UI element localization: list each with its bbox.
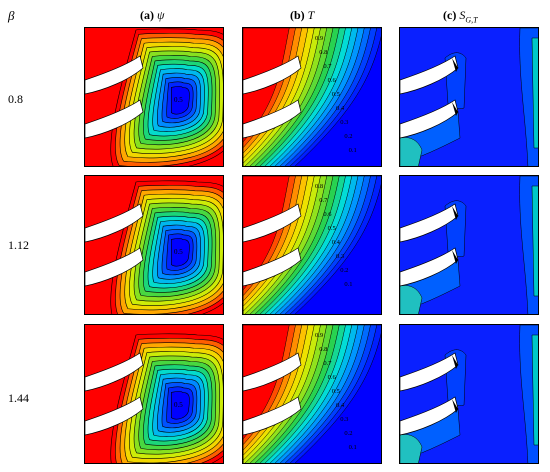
t-isotherm-label: 0.6	[323, 211, 332, 218]
s-fin-tip-upper	[452, 206, 458, 220]
temperature-panel-row-1: 0.8 0.7 0.6 0.5 0.4 0.3 0.2 0.1	[242, 175, 382, 315]
s-wall-hotspot	[531, 37, 538, 149]
fin-lower	[243, 99, 302, 139]
t-isotherm-label: 0.2	[340, 267, 348, 274]
column-header-entropy: (c) SG,T	[443, 8, 478, 24]
psi-contour-label: 0.5	[174, 401, 183, 409]
t-isotherm-label: 0.8	[315, 183, 323, 190]
t-isotherm-label: 0.9	[315, 35, 323, 42]
t-isotherm-band	[243, 176, 290, 314]
row-label-beta-0: 0.8	[8, 92, 23, 106]
t-isotherm-label: 0.8	[319, 49, 327, 56]
fin-upper	[85, 55, 144, 95]
fin-upper	[243, 352, 302, 392]
column-symbol-t: T	[307, 8, 315, 22]
t-isotherm-label: 0.5	[332, 388, 340, 395]
s-wall-hotspot	[531, 185, 538, 297]
t-isotherm-label: 0.7	[323, 360, 332, 367]
t-isotherm-label: 0.5	[332, 91, 340, 98]
contour-plot: 0.8 0.7 0.6 0.5 0.4 0.3 0.2 0.1	[243, 176, 381, 314]
t-isotherm-label: 0.1	[344, 281, 352, 288]
s-corner-hotspot	[400, 285, 423, 314]
t-isotherm-band	[243, 325, 290, 463]
t-isotherm-label: 0.2	[344, 430, 352, 437]
s-wall-hotspot	[531, 334, 538, 446]
t-isotherm-label: 0.5	[328, 225, 336, 232]
entropy-panel-row-2	[399, 324, 539, 464]
t-isotherm-band	[243, 28, 290, 166]
contour-plot: 0.5	[85, 325, 223, 463]
s-fin-tip-upper	[452, 355, 458, 369]
column-tag-a: (a)	[140, 8, 154, 22]
psi-contour-band	[170, 85, 190, 115]
psi-panel-row-1: 0.5	[84, 175, 224, 315]
column-header-temperature: (b) T	[290, 8, 314, 23]
column-symbol-s: S	[459, 8, 466, 22]
psi-panel-row-2: 0.5	[84, 324, 224, 464]
t-isotherm-label: 0.7	[319, 197, 328, 204]
fin-upper	[85, 352, 144, 392]
contour-plot: 0.9 0.8 0.7 0.6 0.5 0.4 0.3 0.2 0.1	[243, 325, 381, 463]
row-label-beta-2: 1.44	[8, 391, 29, 405]
fin-lower	[85, 99, 144, 139]
t-isotherm-label: 0.1	[349, 147, 357, 154]
s-fin-tip-lower	[452, 399, 458, 413]
t-isotherm-label: 0.4	[332, 239, 341, 246]
entropy-panel-row-0	[399, 27, 539, 167]
column-tag-c: (c)	[443, 8, 457, 22]
t-isotherm-label: 0.4	[336, 402, 345, 409]
column-symbol-subscript: G,T	[465, 15, 478, 25]
beta-axis-label: β	[8, 8, 15, 23]
t-isotherm-label: 0.6	[328, 77, 337, 84]
t-isotherm-label: 0.3	[336, 253, 344, 260]
t-isotherm-label: 0.3	[340, 416, 348, 423]
fin-lower	[243, 247, 302, 287]
t-isotherm-label: 0.2	[344, 133, 352, 140]
t-isotherm-label: 0.7	[323, 63, 332, 70]
contour-plot	[400, 28, 538, 166]
column-header-psi: (a) ψ	[140, 8, 164, 23]
fin-lower	[85, 396, 144, 436]
s-corner-hotspot	[400, 137, 423, 166]
temperature-panel-row-2: 0.9 0.8 0.7 0.6 0.5 0.4 0.3 0.2 0.1	[242, 324, 382, 464]
fin-upper	[85, 203, 144, 243]
column-symbol-psi: ψ	[157, 8, 165, 22]
t-isotherm-label: 0.1	[349, 444, 357, 451]
s-fin-tip-lower	[452, 250, 458, 264]
t-isotherm-label: 0.9	[315, 332, 323, 339]
t-isotherm-label: 0.8	[319, 346, 327, 353]
s-corner-hotspot	[400, 434, 423, 463]
entropy-panel-row-1	[399, 175, 539, 315]
contour-plot	[400, 176, 538, 314]
s-fin-tip-lower	[452, 102, 458, 116]
psi-contour-label: 0.5	[174, 248, 183, 256]
fin-upper	[243, 55, 302, 95]
psi-contour-label: 0.5	[174, 96, 183, 104]
fin-lower	[243, 396, 302, 436]
s-fin-tip-upper	[452, 58, 458, 72]
t-isotherm-label: 0.4	[336, 105, 345, 112]
t-isotherm-label: 0.3	[340, 119, 348, 126]
row-label-beta-1: 1.12	[8, 238, 29, 252]
contour-plot	[400, 325, 538, 463]
psi-panel-row-0: 0.5	[84, 27, 224, 167]
fin-lower	[85, 247, 144, 287]
contour-plot: 0.5	[85, 28, 223, 166]
psi-contour-band	[170, 390, 190, 420]
temperature-panel-row-0: 0.9 0.8 0.7 0.6 0.5 0.4 0.3 0.2 0.1	[242, 27, 382, 167]
psi-contour-band	[170, 237, 190, 267]
contour-plot: 0.5	[85, 176, 223, 314]
column-tag-b: (b)	[290, 8, 305, 22]
t-isotherm-label: 0.6	[328, 374, 337, 381]
contour-plot: 0.9 0.8 0.7 0.6 0.5 0.4 0.3 0.2 0.1	[243, 28, 381, 166]
fin-upper	[243, 203, 302, 243]
